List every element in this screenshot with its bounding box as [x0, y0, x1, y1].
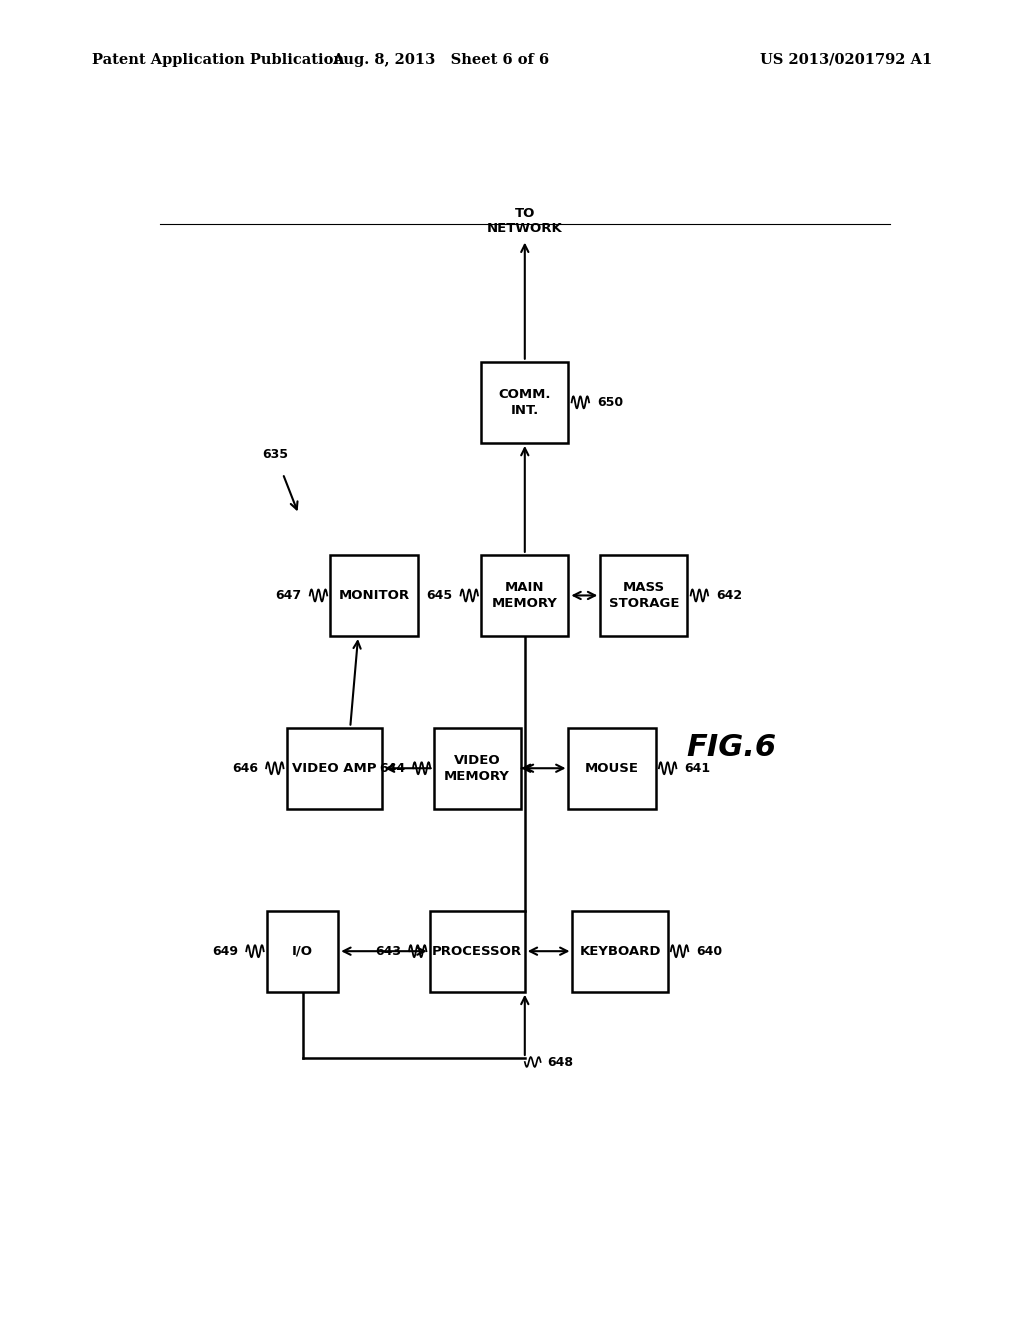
Text: KEYBOARD: KEYBOARD — [580, 945, 660, 958]
Bar — [433, 727, 521, 809]
Text: VIDEO
MEMORY: VIDEO MEMORY — [444, 754, 510, 783]
Text: 649: 649 — [212, 945, 239, 958]
Text: MONITOR: MONITOR — [339, 589, 410, 602]
Text: 644: 644 — [379, 762, 404, 775]
Text: VIDEO AMP: VIDEO AMP — [292, 762, 377, 775]
Text: TO
NETWORK: TO NETWORK — [487, 207, 562, 235]
Text: FIG.6: FIG.6 — [686, 734, 776, 763]
Text: 643: 643 — [375, 945, 401, 958]
Bar — [331, 554, 418, 636]
Text: I/O: I/O — [292, 945, 313, 958]
Text: Patent Application Publication: Patent Application Publication — [92, 53, 344, 67]
Text: MASS
STORAGE: MASS STORAGE — [608, 581, 679, 610]
Text: MOUSE: MOUSE — [585, 762, 639, 775]
Bar — [287, 727, 382, 809]
Text: US 2013/0201792 A1: US 2013/0201792 A1 — [760, 53, 932, 67]
Bar — [481, 554, 568, 636]
Text: 648: 648 — [547, 1056, 573, 1069]
Text: 647: 647 — [275, 589, 302, 602]
Bar — [600, 554, 687, 636]
Text: Aug. 8, 2013   Sheet 6 of 6: Aug. 8, 2013 Sheet 6 of 6 — [332, 53, 549, 67]
Text: MAIN
MEMORY: MAIN MEMORY — [492, 581, 558, 610]
Text: 650: 650 — [597, 396, 624, 409]
Text: 646: 646 — [232, 762, 258, 775]
Bar — [430, 911, 525, 991]
Text: 645: 645 — [426, 589, 453, 602]
Text: PROCESSOR: PROCESSOR — [432, 945, 522, 958]
Text: 642: 642 — [716, 589, 742, 602]
Bar — [267, 911, 338, 991]
Text: 641: 641 — [684, 762, 711, 775]
Bar — [572, 911, 668, 991]
Bar — [568, 727, 655, 809]
Bar — [481, 362, 568, 444]
Text: COMM.
INT.: COMM. INT. — [499, 388, 551, 417]
Text: 640: 640 — [696, 945, 722, 958]
Text: 635: 635 — [262, 449, 288, 461]
